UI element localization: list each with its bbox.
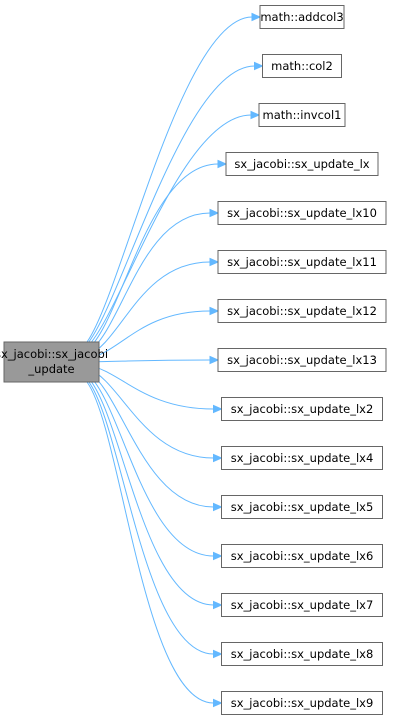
root-function-label-line-1: sx_jacobi::sx_jacobi — [0, 347, 108, 361]
callee-node[interactable]: sx_jacobi::sx_update_lx4 — [221, 446, 383, 470]
callee-label: sx_jacobi::sx_update_lx7 — [231, 598, 374, 612]
callee-label: sx_jacobi::sx_update_lx4 — [231, 451, 374, 465]
callee-label: math::col2 — [271, 59, 333, 73]
call-edge-arrowhead — [213, 404, 223, 414]
callee-node[interactable]: sx_jacobi::sx_update_lx2 — [221, 397, 383, 421]
call-edge-arrowhead — [213, 649, 223, 659]
call-edge — [86, 163, 219, 351]
callee-node[interactable]: sx_jacobi::sx_update_lx7 — [221, 593, 383, 617]
callee-box — [258, 103, 346, 127]
callee-box — [221, 544, 383, 568]
callee-box — [217, 299, 387, 323]
callee-node[interactable]: sx_jacobi::sx_update_lx10 — [217, 201, 387, 225]
callee-node[interactable]: sx_jacobi::sx_update_lx13 — [217, 348, 387, 372]
callee-node[interactable]: sx_jacobi::sx_update_lx6 — [221, 544, 383, 568]
callee-box — [225, 152, 379, 176]
call-edges — [86, 12, 264, 708]
callee-box — [262, 54, 342, 78]
callee-box — [217, 250, 387, 274]
callee-label: sx_jacobi::sx_update_lx13 — [227, 353, 377, 367]
callee-node[interactable]: sx_jacobi::sx_update_lx5 — [221, 495, 383, 519]
call-edge — [86, 370, 214, 508]
callee-node[interactable]: sx_jacobi::sx_update_lx11 — [217, 250, 387, 274]
call-edge-arrowhead — [217, 159, 228, 169]
call-edge — [86, 379, 214, 655]
call-edge-arrowhead — [213, 551, 223, 561]
callee-node[interactable]: math::addcol3 — [259, 5, 345, 29]
callee-label: sx_jacobi::sx_update_lx6 — [231, 549, 374, 563]
callee-label: sx_jacobi::sx_update_lx11 — [227, 255, 377, 269]
call-edge — [86, 373, 214, 557]
callee-node[interactable]: math::invcol1 — [258, 103, 346, 127]
callee-box — [217, 201, 387, 225]
callee-label: math::invcol1 — [263, 108, 342, 122]
call-edge-arrowhead — [250, 110, 261, 120]
callee-box — [221, 446, 383, 470]
callee-label: sx_jacobi::sx_update_lx2 — [231, 402, 374, 416]
callee-label: sx_jacobi::sx_update_lx5 — [231, 500, 374, 514]
call-edge — [86, 16, 253, 343]
callee-node[interactable]: sx_jacobi::sx_update_lx12 — [217, 299, 387, 323]
root-function-node[interactable]: sx_jacobi::sx_jacobi _update — [0, 341, 108, 383]
callee-box — [221, 593, 383, 617]
callee-box — [221, 495, 383, 519]
call-edge-arrowhead — [213, 698, 223, 708]
callee-box — [259, 5, 345, 29]
callee-node[interactable]: sx_jacobi::sx_update_lx9 — [221, 691, 383, 715]
callee-label: sx_jacobi::sx_update_lx9 — [231, 696, 374, 710]
callee-node[interactable]: math::col2 — [262, 54, 342, 78]
call-edge — [86, 114, 252, 348]
call-edge-arrowhead — [251, 12, 262, 22]
callee-label: sx_jacobi::sx_update_lx8 — [231, 647, 374, 661]
callee-node[interactable]: sx_jacobi::sx_update_lx — [225, 152, 379, 176]
callee-label: sx_jacobi::sx_update_lx12 — [227, 304, 377, 318]
call-edge-arrowhead — [213, 502, 223, 512]
callee-box — [217, 348, 387, 372]
call-edge-arrowhead — [209, 208, 220, 218]
call-edge-arrowhead — [213, 453, 223, 463]
call-edge-arrowhead — [213, 600, 223, 610]
callee-label: sx_jacobi::sx_update_lx10 — [227, 206, 377, 220]
callee-nodes: math::addcol3math::col2math::invcol1sx_j… — [217, 5, 387, 715]
root-function-label-line-2: _update — [27, 362, 74, 376]
call-edge-arrowhead — [209, 257, 220, 267]
call-edge — [86, 65, 255, 345]
call-edge-arrowhead — [209, 306, 220, 316]
call-edge — [86, 261, 211, 357]
call-edge — [86, 367, 214, 459]
callee-node[interactable]: sx_jacobi::sx_update_lx8 — [221, 642, 383, 666]
call-edge — [86, 381, 214, 704]
call-edge — [86, 376, 214, 606]
callee-label: sx_jacobi::sx_update_lx — [234, 157, 369, 171]
callee-box — [221, 691, 383, 715]
call-edge-arrowhead — [254, 61, 264, 71]
callee-box — [221, 397, 383, 421]
call-edge — [86, 212, 211, 354]
root-function-box — [3, 341, 100, 383]
callee-label: math::addcol3 — [260, 10, 343, 24]
call-edge-arrowhead — [209, 355, 220, 365]
callee-box — [221, 642, 383, 666]
